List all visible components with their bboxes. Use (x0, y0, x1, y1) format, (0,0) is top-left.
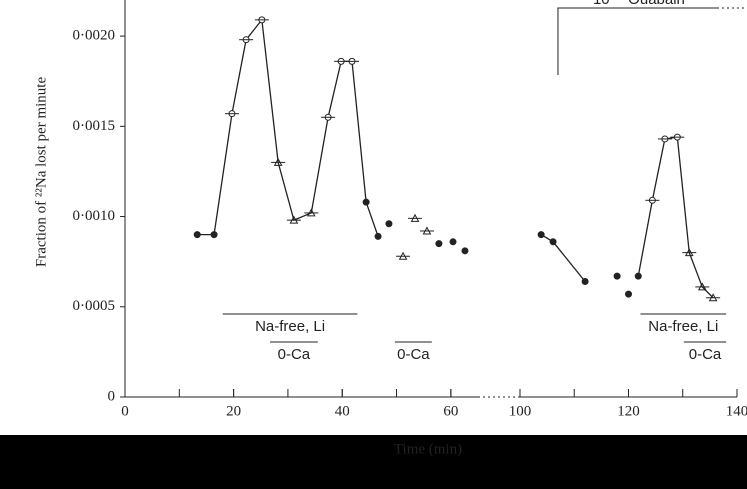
x-tick-label: 40 (335, 403, 350, 419)
point (449, 238, 457, 246)
point (625, 290, 632, 298)
point (362, 198, 370, 206)
annotation: 0-Ca (397, 346, 430, 363)
annotation: 10⁻⁴ Ouabain (593, 0, 685, 8)
x-tick-label: 20 (226, 403, 241, 419)
annotation: Na-free, Li (648, 318, 718, 335)
point (385, 220, 393, 228)
point (210, 231, 218, 239)
point (461, 247, 469, 255)
x-tick-label: 120 (617, 403, 640, 419)
point (537, 231, 545, 239)
x-tick-label: 140 (726, 403, 747, 419)
point (634, 272, 642, 280)
y-tick-label: 0·0010 (73, 208, 116, 224)
curve (637, 136, 714, 299)
point (374, 232, 382, 240)
curve (540, 234, 586, 282)
y-tick-label: 0 (108, 388, 116, 404)
y-tick-label: 0·0005 (73, 298, 116, 314)
annotation: Na-free, Li (255, 318, 325, 335)
y-tick-label: 0·0015 (73, 118, 116, 134)
x-axis-label: Time (min) (394, 441, 462, 457)
curve (197, 18, 379, 237)
point (549, 238, 557, 246)
ouabain-marker (557, 7, 717, 75)
y-axis-label: Fraction of ²²Na lost per minute (33, 77, 49, 268)
point (193, 231, 201, 239)
point (581, 278, 589, 286)
x-tick-label: 60 (443, 403, 458, 419)
annotation: 0-Ca (689, 346, 722, 363)
annotation: 0-Ca (278, 346, 311, 363)
point (435, 240, 443, 248)
y-tick-label: 0·0020 (73, 28, 116, 44)
point (613, 272, 621, 280)
black-band (0, 435, 747, 489)
x-tick-label: 0 (121, 403, 129, 419)
x-tick-label: 100 (509, 403, 532, 419)
